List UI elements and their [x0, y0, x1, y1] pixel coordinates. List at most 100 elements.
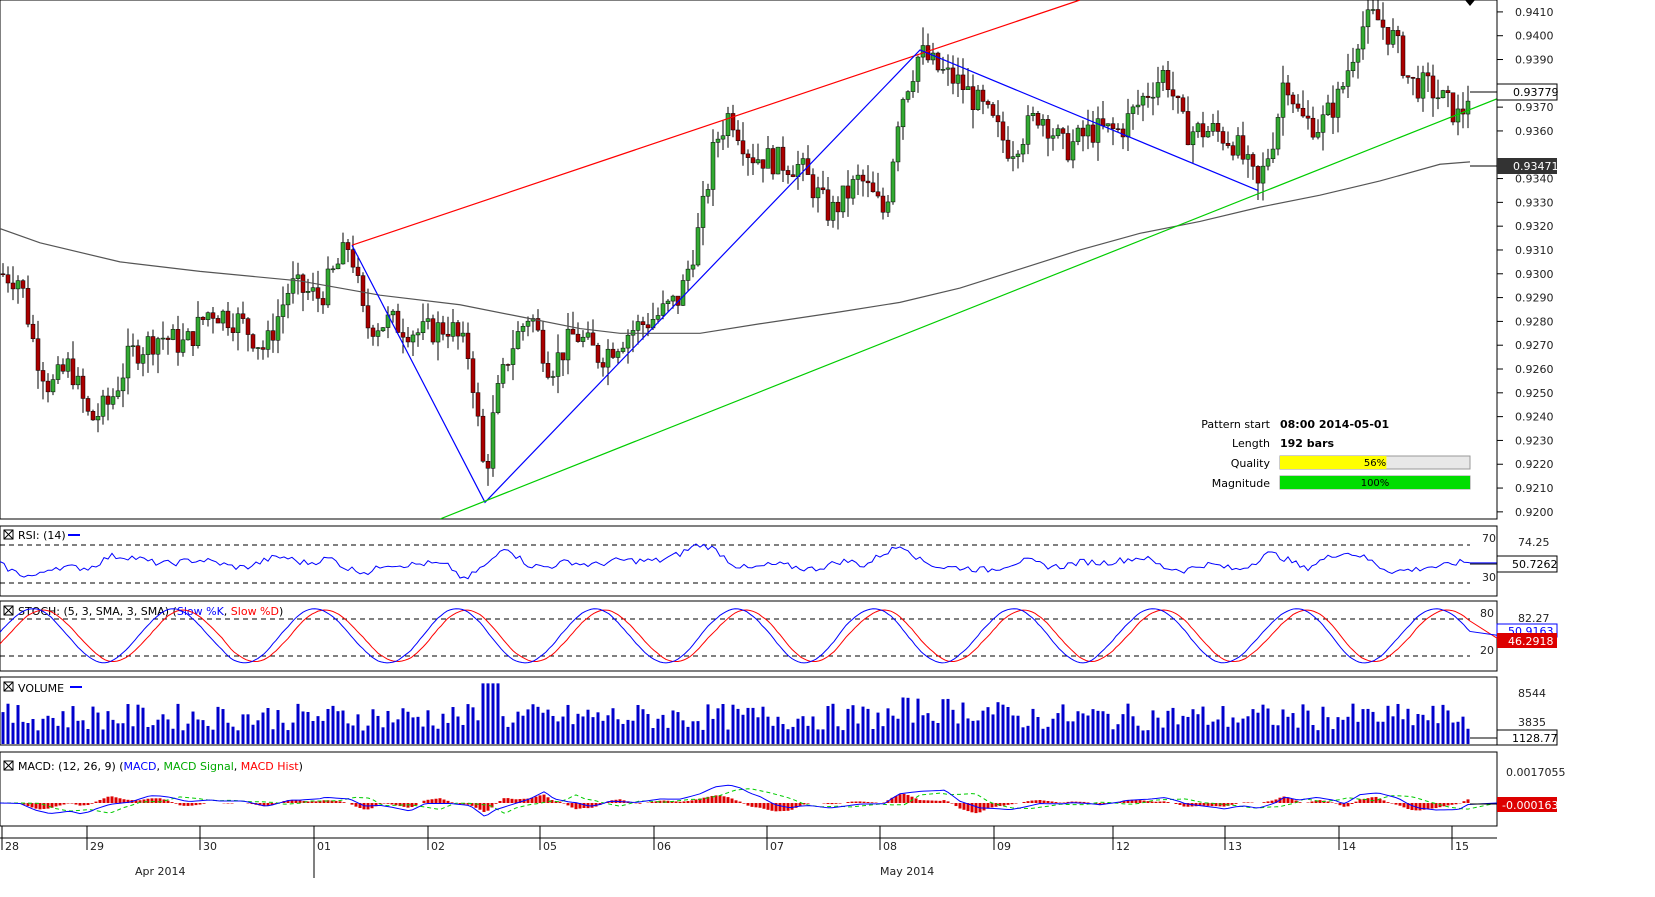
volume-bar	[331, 705, 335, 744]
rsi-level-70-label: 70	[1482, 532, 1496, 545]
candle-body	[615, 351, 621, 358]
volume-bar	[251, 724, 255, 744]
candle-body	[1275, 117, 1281, 150]
volume-bar	[771, 725, 775, 744]
candle-body	[715, 138, 721, 143]
macd-hist-bar	[706, 796, 710, 803]
candle-body	[340, 242, 346, 265]
volume-bar	[1416, 714, 1420, 744]
candle-body	[1125, 113, 1131, 138]
volume-bar	[1121, 714, 1125, 744]
macd-hist-bar	[426, 799, 430, 803]
macd-hist-bar	[542, 794, 546, 803]
volume-bar	[386, 710, 390, 744]
rsi-close-icon[interactable]	[3, 529, 14, 540]
macd-hist-bar	[446, 800, 450, 803]
candle-body	[965, 86, 971, 90]
macd-hist-bar	[1262, 802, 1266, 803]
candle-body	[360, 275, 366, 306]
price-tick-label: 0.9320	[1515, 220, 1554, 233]
macd-hist-bar	[322, 800, 326, 803]
candle-body	[190, 331, 196, 346]
candle-body	[220, 310, 226, 324]
volume-current-value: 1128.77	[1512, 732, 1558, 745]
candle-body	[1045, 119, 1051, 139]
volume-bar	[1156, 717, 1160, 744]
volume-bar	[1106, 713, 1110, 744]
macd-hist-bar	[902, 793, 906, 803]
scroll-marker-icon[interactable]	[1465, 0, 1475, 6]
macd-hist-bar	[982, 803, 986, 811]
volume-bar	[621, 723, 625, 744]
volume-bar	[911, 722, 915, 744]
volume-bar	[1361, 709, 1365, 744]
candle-body	[890, 161, 896, 203]
macd-hist-bar	[306, 801, 310, 803]
macd-hist-bar	[350, 803, 354, 805]
candle-body	[1380, 19, 1386, 28]
candle-body	[550, 376, 556, 378]
volume-close-icon[interactable]	[3, 681, 14, 692]
macd-hist-bar	[1430, 803, 1434, 809]
macd-hist-bar	[318, 801, 322, 803]
macd-hist-bar	[1314, 800, 1318, 803]
candle-body	[1325, 102, 1331, 116]
macd-hist-bar	[1074, 801, 1078, 803]
candle-body	[405, 336, 411, 343]
macd-hist-bar	[666, 800, 670, 803]
volume-bar	[1251, 709, 1255, 744]
candle-body	[755, 159, 761, 164]
macd-hist-bar	[786, 803, 790, 811]
volume-bar	[1021, 727, 1025, 744]
volume-bar	[886, 708, 890, 744]
volume-bar	[151, 725, 155, 744]
candle-body	[645, 324, 651, 329]
candle-body	[1300, 107, 1306, 117]
volume-bar	[306, 711, 310, 744]
macd-hist-bar	[834, 803, 838, 804]
candle-body	[590, 332, 596, 346]
macd-close-icon[interactable]	[3, 760, 14, 771]
macd-hist-bar	[1038, 799, 1042, 803]
volume-bar	[181, 730, 185, 744]
stoch-slow-k-line	[0, 608, 1498, 664]
day-label: 09	[997, 840, 1011, 853]
volume-bar	[931, 720, 935, 744]
candle-body	[295, 274, 301, 279]
volume-toggle-checkbox[interactable]	[3, 681, 14, 692]
candle-body	[1330, 102, 1336, 118]
macd-hist-bar	[1030, 800, 1034, 803]
stoch-close-icon[interactable]	[3, 605, 14, 616]
macd-hist-bar	[1318, 800, 1322, 803]
macd-hist-bar	[906, 795, 910, 803]
volume-bar	[1051, 718, 1055, 744]
candle-body	[260, 347, 266, 350]
candle-body	[425, 318, 431, 322]
stoch-upper-value: 82.27	[1518, 612, 1550, 625]
volume-bar	[466, 704, 470, 744]
macd-hist-bar	[142, 799, 146, 803]
rsi-toggle-checkbox[interactable]	[3, 529, 14, 540]
macd-hist-bar	[790, 803, 794, 810]
macd-hist-bar	[86, 803, 90, 806]
candle-body	[985, 101, 991, 105]
rsi-level-30-label: 30	[1482, 571, 1496, 584]
volume-bar	[536, 706, 540, 744]
candle-body	[720, 135, 726, 140]
volume-bar	[476, 720, 480, 744]
volume-bar	[26, 723, 30, 744]
macd-hist-bar	[398, 803, 402, 807]
candle-body	[655, 315, 661, 320]
volume-bar	[1026, 725, 1030, 744]
volume-bar	[516, 711, 520, 744]
candle-body	[1035, 113, 1041, 126]
macd-hist-bar	[802, 803, 806, 805]
candle-body	[820, 187, 826, 191]
macd-hist-bar	[830, 803, 834, 805]
macd-toggle-checkbox[interactable]	[3, 760, 14, 771]
candle-body	[875, 191, 881, 197]
volume-bar	[6, 703, 10, 744]
volume-bar	[31, 718, 35, 744]
candle-body	[380, 327, 386, 332]
stoch-toggle-checkbox[interactable]	[3, 605, 14, 616]
